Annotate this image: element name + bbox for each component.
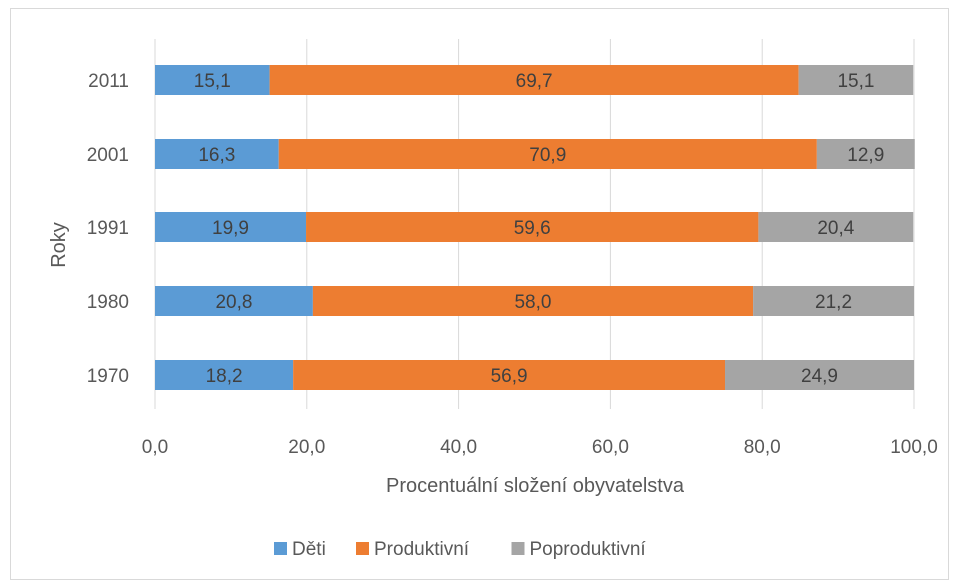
x-tick-label-2: 40,0 (440, 437, 477, 458)
data-labels: 15,1 69,7 15,1 16,3 70,9 12,9 19,9 59,6 20,4 20,8… (194, 71, 884, 387)
legend-label-0: Děti (292, 539, 326, 560)
data-label-2011-2: 15,1 (837, 71, 874, 92)
data-label-1991-1: 59,6 (514, 218, 551, 239)
y-tick-label-1991: 1991 (87, 218, 129, 239)
data-label-2001-0: 16,3 (198, 145, 235, 166)
bar-2011-2 (798, 65, 914, 95)
bar-1980-0 (155, 286, 313, 316)
y-tick-label-1970: 1970 (87, 366, 129, 387)
bar-2011-0 (155, 65, 270, 95)
bar-1980-1 (312, 286, 754, 316)
data-label-2011-1: 69,7 (516, 71, 553, 92)
data-label-2001-1: 70,9 (529, 145, 566, 166)
legend: Děti Produktivní Poproduktivní (274, 539, 646, 560)
legend-label-2: Poproduktivní (530, 539, 647, 560)
chart-frame: 15,1 69,7 15,1 16,3 70,9 12,9 19,9 59,6 20,4 20,8… (10, 8, 949, 580)
bar-1991-1 (306, 212, 759, 242)
data-label-1980-1: 58,0 (514, 292, 551, 313)
bar-1970-1 (293, 360, 726, 390)
data-label-1980-2: 21,2 (815, 292, 852, 313)
bar-1980-2 (753, 286, 914, 316)
legend-swatch-2 (511, 542, 525, 555)
bar-2001-2 (816, 139, 915, 169)
y-tick-label-2001: 2001 (87, 145, 129, 166)
y-tick-label-2011: 2011 (88, 71, 129, 92)
data-label-1970-1: 56,9 (491, 366, 528, 387)
legend-swatch-0 (274, 542, 287, 555)
data-label-1991-2: 20,4 (817, 218, 854, 239)
y-axis-title: Roky (48, 222, 70, 268)
data-label-2001-2: 12,9 (847, 145, 884, 166)
x-axis-tick-labels: 0,0 20,0 40,0 60,0 80,0 100,0 (142, 437, 938, 458)
bar-2001-0 (155, 139, 279, 169)
bar-1991-2 (758, 212, 914, 242)
x-tick-label-0: 0,0 (142, 437, 168, 458)
data-label-1991-0: 19,9 (212, 218, 249, 239)
x-tick-label-5: 100,0 (890, 437, 938, 458)
data-label-2011-0: 15,1 (194, 71, 231, 92)
bar-2001-1 (278, 139, 817, 169)
y-axis-tick-labels: 2011 2001 1991 1980 1970 (87, 71, 129, 387)
y-tick-label-1980: 1980 (87, 292, 129, 313)
bar-1970-0 (155, 360, 294, 390)
legend-label-1: Produktivní (374, 539, 470, 560)
bar-1970-2 (725, 360, 914, 390)
bar-1991-0 (155, 212, 307, 242)
x-tick-label-3: 60,0 (592, 437, 629, 458)
bar-2011-1 (269, 65, 799, 95)
data-label-1970-0: 18,2 (206, 366, 243, 387)
x-tick-label-1: 20,0 (288, 437, 325, 458)
data-label-1980-0: 20,8 (215, 292, 252, 313)
stacked-bar-chart: 15,1 69,7 15,1 16,3 70,9 12,9 19,9 59,6 20,4 20,8… (48, 39, 938, 560)
legend-swatch-1 (356, 542, 369, 555)
data-label-1970-2: 24,9 (801, 366, 838, 387)
x-axis-title: Procentuální složení obyvatelstva (386, 475, 685, 497)
x-tick-label-4: 80,0 (744, 437, 781, 458)
bars (155, 65, 915, 390)
